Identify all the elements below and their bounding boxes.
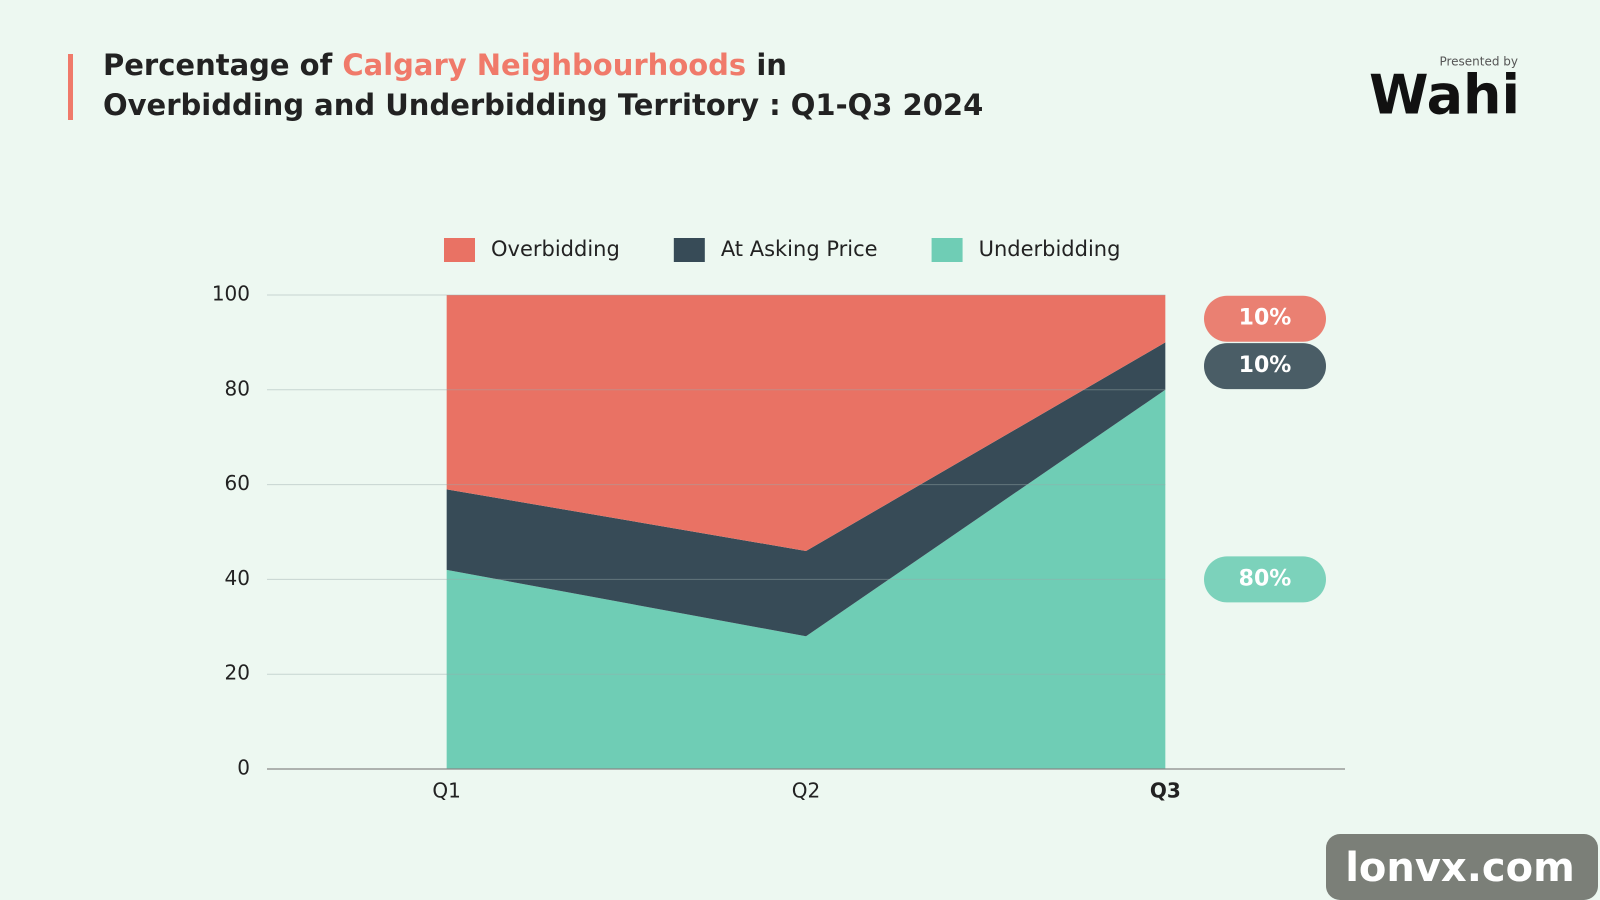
title-highlight: Calgary Neighbourhoods bbox=[342, 48, 746, 82]
presented-by: Presented by bbox=[1439, 55, 1518, 69]
watermark: lonvx.com bbox=[1345, 845, 1575, 891]
y-tick-label: 80 bbox=[225, 376, 250, 400]
y-tick-label: 0 bbox=[237, 756, 250, 780]
value-pill bbox=[1204, 295, 1326, 342]
x-tick-label: Q1 bbox=[432, 779, 460, 803]
logo: Wahi bbox=[1369, 64, 1520, 127]
y-tick-label: 20 bbox=[225, 661, 250, 685]
value-label: 10% bbox=[1239, 306, 1292, 331]
x-tick-label: Q3 bbox=[1150, 779, 1181, 803]
legend-swatch bbox=[673, 238, 705, 262]
value-label: 10% bbox=[1239, 353, 1292, 378]
area bbox=[446, 389, 1166, 769]
legend-swatch bbox=[444, 238, 475, 262]
area bbox=[446, 295, 1166, 551]
legend-label: At Asking Price bbox=[721, 237, 878, 261]
x-tick-label: Q2 bbox=[792, 779, 820, 803]
title-part: Percentage of bbox=[103, 48, 333, 82]
title-part: in bbox=[756, 48, 787, 82]
value-pill bbox=[1204, 556, 1326, 603]
y-tick-label: 40 bbox=[225, 566, 250, 590]
value-label: 80% bbox=[1239, 566, 1292, 591]
chart-title: Percentage of Calgary Neighbourhoods in bbox=[103, 48, 787, 82]
legend-swatch bbox=[931, 238, 963, 262]
value-pill bbox=[1204, 343, 1326, 390]
legend-label: Overbidding bbox=[491, 237, 620, 261]
legend-label: Underbidding bbox=[979, 237, 1121, 261]
y-tick-label: 60 bbox=[225, 471, 250, 495]
watermark-box bbox=[1326, 834, 1598, 900]
y-tick-label: 100 bbox=[212, 282, 250, 306]
title-accent bbox=[68, 54, 73, 120]
chart-title: Overbidding and Underbidding Territory :… bbox=[103, 88, 983, 122]
area bbox=[446, 342, 1166, 637]
